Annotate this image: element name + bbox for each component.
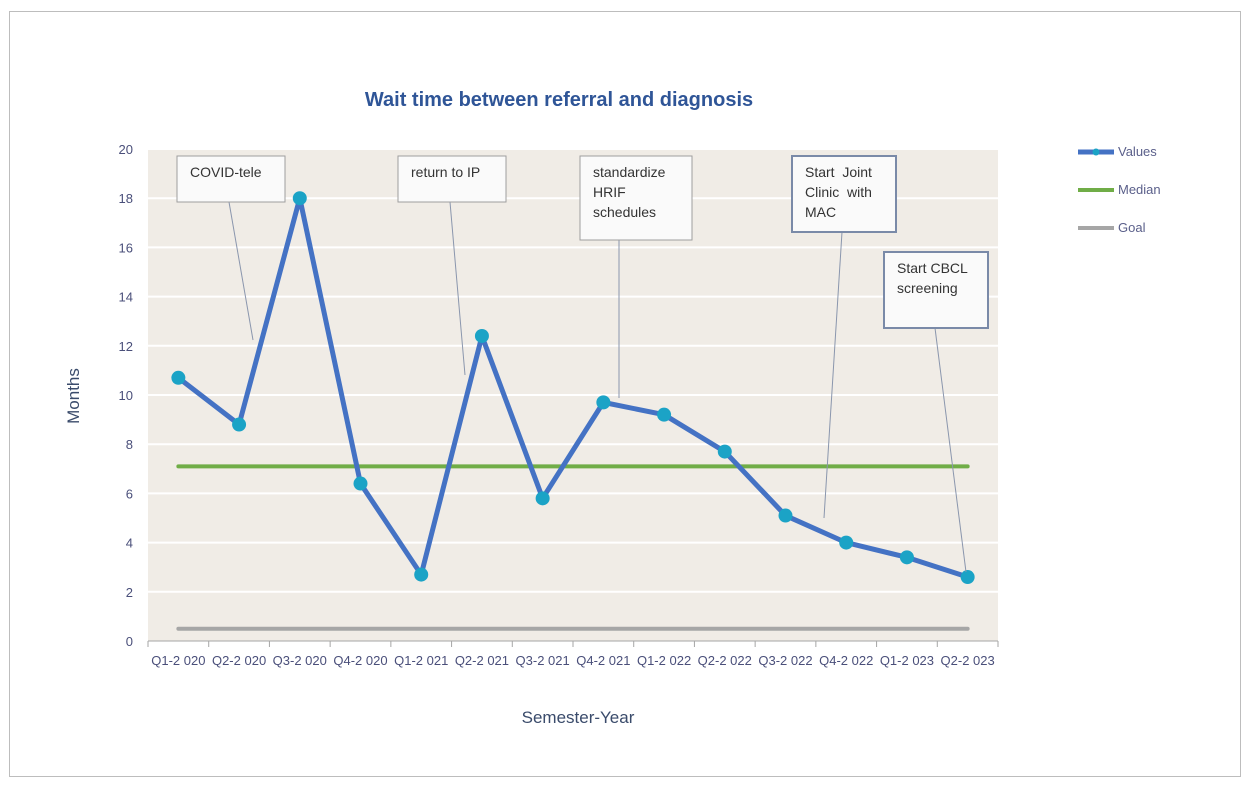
annotation-text: COVID-tele bbox=[190, 164, 262, 180]
x-axis-ticks: Q1-2 020 Q2-2 020 Q3-2 020 Q4-2 020 Q1-2 021… bbox=[151, 653, 994, 668]
annotation-text: HRIF bbox=[593, 184, 626, 200]
annotation-callout: return to IP bbox=[397, 155, 507, 376]
y-axis-ticks: 0 2 4 6 8 10 12 14 16 18 20 bbox=[119, 142, 133, 649]
annotation-callout: standardize HRIF schedules bbox=[579, 155, 693, 398]
data-point bbox=[839, 535, 854, 550]
data-point bbox=[535, 491, 550, 506]
series-line-values bbox=[175, 195, 971, 580]
y-tick-label: 10 bbox=[119, 388, 133, 403]
x-tick-label: Q2-2 021 bbox=[455, 653, 509, 668]
x-tick-label: Q1-2 021 bbox=[394, 653, 448, 668]
annotation-text: standardize bbox=[593, 164, 666, 180]
annotation-box bbox=[397, 155, 507, 203]
annotation-box bbox=[579, 155, 693, 241]
annotation-text: MAC bbox=[805, 204, 836, 220]
data-point bbox=[596, 395, 611, 410]
x-tick-label: Q1-2 022 bbox=[637, 653, 691, 668]
legend-label: Median bbox=[1118, 182, 1161, 197]
data-point bbox=[960, 570, 975, 585]
data-point bbox=[232, 417, 247, 432]
annotation-leader-line bbox=[449, 201, 466, 376]
series-lines bbox=[175, 195, 971, 631]
y-tick-label: 18 bbox=[119, 191, 133, 206]
annotation-leader-line bbox=[228, 201, 254, 341]
x-tick-label: Q4-2 022 bbox=[819, 653, 873, 668]
x-axis-title: Semester-Year bbox=[522, 708, 635, 727]
data-point bbox=[899, 550, 914, 565]
annotation-text: return to IP bbox=[411, 164, 480, 180]
y-tick-label: 0 bbox=[126, 634, 133, 649]
annotation-callout: Start Joint Clinic with MAC bbox=[791, 155, 897, 519]
x-tick-label: Q2-2 020 bbox=[212, 653, 266, 668]
annotation-callout: COVID-tele bbox=[176, 155, 286, 341]
x-tick-label: Q2-2 022 bbox=[698, 653, 752, 668]
annotation-leader-line bbox=[934, 327, 967, 573]
annotation-leader-line bbox=[823, 231, 843, 519]
chart-title: Wait time between referral and diagnosis bbox=[365, 89, 753, 111]
annotations: COVID-tele return to IP standardize HRIF sch… bbox=[176, 155, 989, 573]
legend-item-values: Values bbox=[1078, 144, 1157, 159]
y-axis-title: Months bbox=[64, 368, 83, 424]
legend-item-goal: Goal bbox=[1078, 220, 1146, 235]
y-tick-label: 14 bbox=[119, 290, 133, 305]
annotation-box bbox=[791, 155, 897, 233]
data-point bbox=[778, 508, 793, 523]
axes bbox=[147, 640, 999, 647]
y-tick-label: 20 bbox=[119, 142, 133, 157]
x-tick-label: Q3-2 022 bbox=[758, 653, 812, 668]
annotation-text: Start CBCL bbox=[897, 260, 968, 276]
annotation-box bbox=[176, 155, 286, 203]
legend-item-median: Median bbox=[1078, 182, 1161, 197]
x-tick-label: Q4-2 021 bbox=[576, 653, 630, 668]
legend: Values Median Goal bbox=[1078, 144, 1161, 235]
y-tick-label: 8 bbox=[126, 437, 133, 452]
data-point bbox=[717, 444, 732, 459]
annotation-text: Clinic with bbox=[805, 184, 872, 200]
data-point bbox=[414, 567, 429, 582]
annotation-text: Start Joint bbox=[805, 164, 872, 180]
x-tick-label: Q1-2 023 bbox=[880, 653, 934, 668]
data-markers bbox=[171, 191, 975, 585]
legend-marker bbox=[1092, 148, 1100, 156]
y-tick-label: 6 bbox=[126, 486, 133, 501]
data-point bbox=[292, 191, 307, 206]
y-tick-label: 4 bbox=[126, 536, 133, 551]
y-tick-label: 2 bbox=[126, 585, 133, 600]
x-tick-label: Q3-2 020 bbox=[273, 653, 327, 668]
annotation-callout: Start CBCL screening bbox=[883, 251, 989, 573]
data-point bbox=[474, 328, 489, 343]
y-tick-label: 16 bbox=[119, 240, 133, 255]
data-point bbox=[171, 370, 186, 385]
annotation-text: schedules bbox=[593, 204, 656, 220]
x-tick-label: Q4-2 020 bbox=[333, 653, 387, 668]
x-tick-label: Q1-2 020 bbox=[151, 653, 205, 668]
x-tick-label: Q3-2 021 bbox=[516, 653, 570, 668]
data-point bbox=[657, 407, 672, 422]
y-tick-label: 12 bbox=[119, 339, 133, 354]
x-tick-label: Q2-2 023 bbox=[941, 653, 995, 668]
gridlines bbox=[148, 148, 998, 593]
legend-label: Goal bbox=[1118, 220, 1146, 235]
annotation-box bbox=[883, 251, 989, 329]
legend-label: Values bbox=[1118, 144, 1157, 159]
annotation-text: screening bbox=[897, 280, 958, 296]
data-point bbox=[353, 476, 368, 491]
